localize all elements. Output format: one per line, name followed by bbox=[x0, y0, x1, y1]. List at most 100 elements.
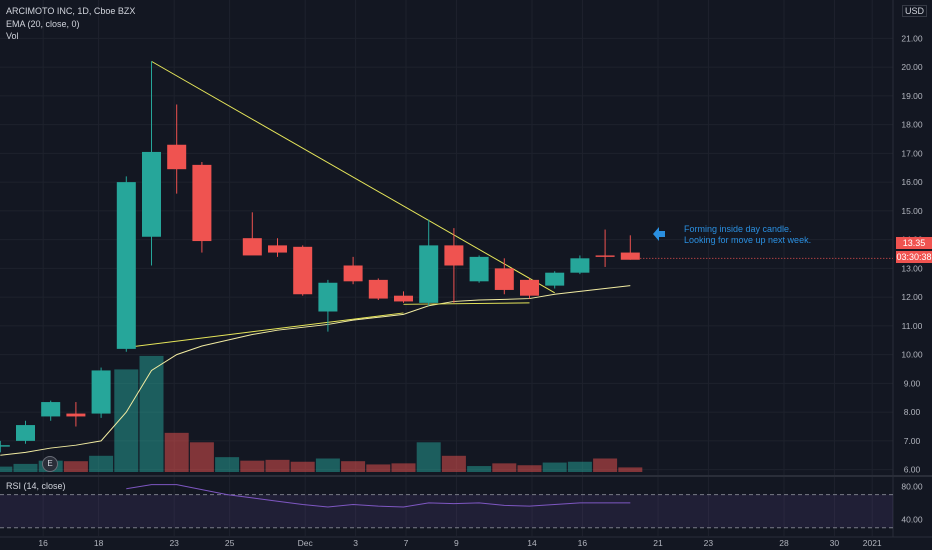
candle bbox=[545, 271, 565, 289]
trendlines bbox=[0, 60, 893, 456]
candle-body bbox=[41, 402, 61, 417]
price-tick-label: 21.00 bbox=[901, 33, 923, 43]
candle-body bbox=[545, 272, 565, 286]
price-tick-label: 11.00 bbox=[902, 321, 923, 331]
time-tick-label: Dec bbox=[298, 538, 314, 548]
rsi-legend[interactable]: RSI (14, close) bbox=[6, 481, 66, 491]
volume-bar bbox=[391, 463, 416, 472]
price-tick-label: 16.00 bbox=[901, 177, 923, 187]
candle-body bbox=[595, 255, 615, 257]
candle-body bbox=[318, 282, 338, 312]
candle-body bbox=[16, 425, 35, 441]
candle-body bbox=[444, 245, 464, 266]
volume-bar bbox=[618, 467, 643, 472]
price-tick-label: 8.00 bbox=[904, 407, 921, 417]
time-tick-label: 2021 bbox=[863, 538, 882, 548]
countdown-tag: 03:30:38 bbox=[896, 251, 932, 263]
candle bbox=[0, 440, 10, 453]
price-tick-label: 17.00 bbox=[901, 148, 923, 158]
symbol-title[interactable]: ARCIMOTO INC, 1D, Cboe BZX bbox=[6, 6, 136, 16]
annotation-line-2: Looking for move up next week. bbox=[684, 235, 812, 245]
price-tick-label: 6.00 bbox=[904, 465, 921, 475]
volume-bar bbox=[164, 432, 189, 472]
axes: 6.007.008.009.0010.0011.0012.0013.0014.0… bbox=[38, 33, 922, 548]
candle bbox=[520, 278, 539, 299]
rsi-pane bbox=[0, 484, 893, 529]
volume-bar bbox=[189, 442, 214, 472]
candle bbox=[368, 278, 388, 300]
arrow-left-icon bbox=[653, 227, 665, 241]
volume-bar bbox=[567, 461, 592, 472]
time-tick-label: 25 bbox=[225, 538, 235, 548]
volume-bar bbox=[416, 442, 441, 472]
candle-body bbox=[116, 182, 136, 349]
candle-body bbox=[0, 445, 10, 447]
volume-bar bbox=[366, 464, 391, 472]
time-tick-label: 16 bbox=[578, 538, 588, 548]
time-tick-label: 3 bbox=[353, 538, 358, 548]
volume-bar bbox=[517, 465, 542, 472]
rsi-band bbox=[0, 494, 893, 528]
candle-body bbox=[242, 238, 262, 256]
volume-bar bbox=[240, 460, 265, 472]
candle bbox=[116, 176, 136, 352]
candle bbox=[469, 255, 489, 283]
rsi-line bbox=[126, 484, 631, 508]
price-tick-label: 13.00 bbox=[901, 263, 923, 273]
volume-bar bbox=[114, 369, 139, 472]
candle-body bbox=[520, 279, 539, 296]
candle-body bbox=[469, 256, 489, 282]
price-tick-label: 12.00 bbox=[901, 292, 923, 302]
volume-bar bbox=[139, 355, 164, 472]
candle bbox=[595, 229, 615, 267]
candle bbox=[91, 367, 111, 418]
time-tick-label: 7 bbox=[404, 538, 409, 548]
volume-bar bbox=[542, 462, 567, 472]
volume-bar bbox=[215, 457, 240, 472]
volume-bar bbox=[290, 461, 315, 472]
candle-body bbox=[268, 245, 287, 253]
time-tick-label: 16 bbox=[38, 538, 48, 548]
candle-body bbox=[394, 295, 413, 302]
earnings-marker[interactable]: E bbox=[42, 456, 58, 472]
candle bbox=[142, 61, 161, 266]
time-tick-label: 28 bbox=[779, 538, 789, 548]
price-tick-label: 10.00 bbox=[901, 350, 923, 360]
candle bbox=[293, 245, 313, 296]
candle-body bbox=[368, 279, 388, 299]
candles[interactable] bbox=[0, 61, 640, 453]
volume-bar bbox=[89, 455, 114, 472]
candle bbox=[620, 235, 640, 260]
annotation-line-1: Forming inside day candle. bbox=[684, 224, 792, 234]
volume-bar bbox=[0, 466, 13, 472]
volume-bar bbox=[593, 458, 618, 472]
ema-line bbox=[0, 285, 631, 456]
time-tick-label: 23 bbox=[169, 538, 179, 548]
candle bbox=[167, 104, 187, 194]
candle-body bbox=[494, 268, 514, 290]
volume-bar bbox=[13, 463, 38, 472]
volume-bar bbox=[441, 455, 466, 472]
ema-legend[interactable]: EMA (20, close, 0) bbox=[6, 19, 80, 29]
volume-bar bbox=[315, 458, 340, 472]
trendline-base bbox=[403, 302, 530, 305]
candle bbox=[444, 228, 464, 303]
candle bbox=[570, 255, 590, 275]
currency-label[interactable]: USD bbox=[902, 5, 928, 17]
volume-bar bbox=[265, 459, 290, 472]
volume-bar bbox=[467, 466, 492, 472]
rsi-tick-label: 80.00 bbox=[901, 481, 923, 491]
candle bbox=[318, 279, 338, 332]
candle bbox=[268, 238, 287, 257]
volume-bar bbox=[341, 461, 366, 472]
price-tick-label: 20.00 bbox=[901, 62, 923, 72]
trendline-lower bbox=[126, 312, 404, 348]
candle-body bbox=[91, 370, 111, 414]
annotation-note: Forming inside day candle. Looking for m… bbox=[684, 224, 811, 246]
vol-legend[interactable]: Vol bbox=[6, 31, 19, 41]
time-tick-label: 18 bbox=[94, 538, 104, 548]
price-tick-label: 15.00 bbox=[901, 206, 923, 216]
candle-body bbox=[66, 413, 86, 417]
candle-body bbox=[167, 144, 187, 170]
